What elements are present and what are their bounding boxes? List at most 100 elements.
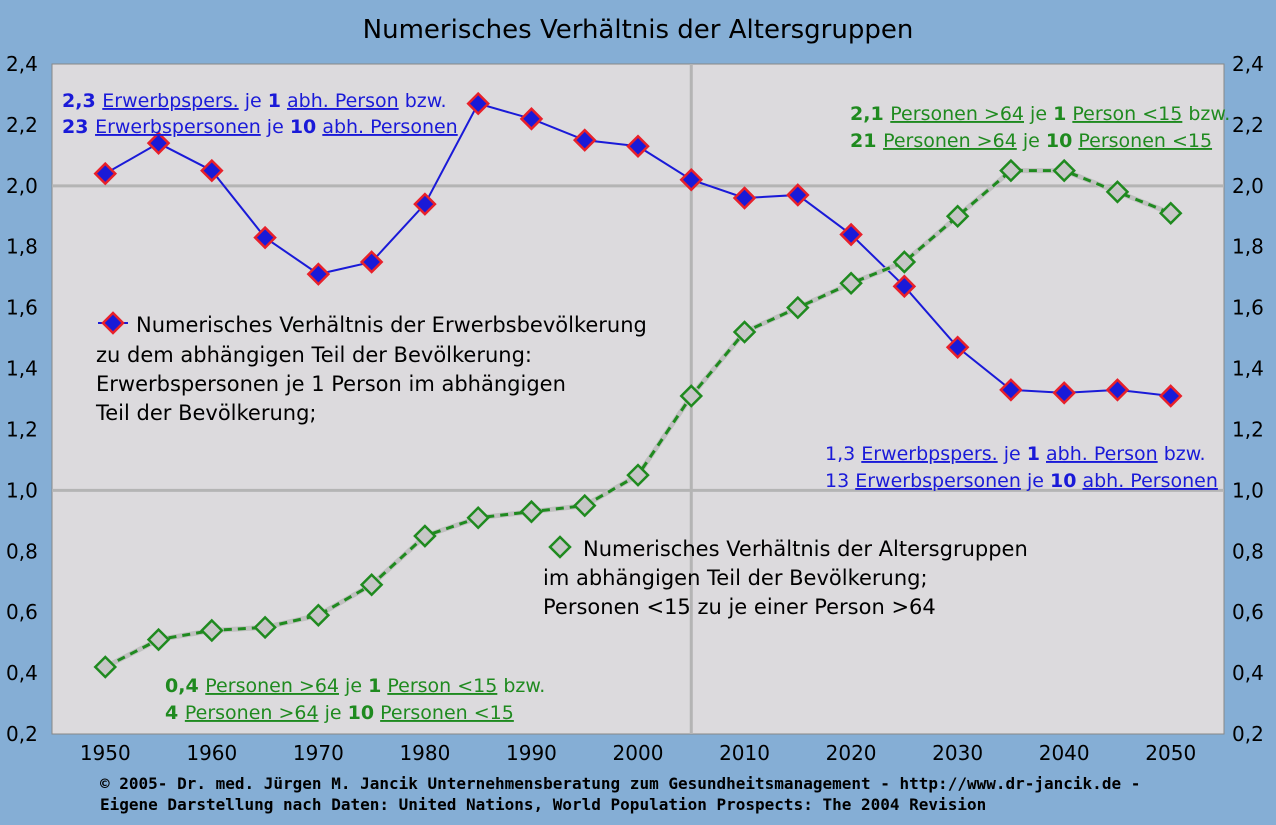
annotation-part: abh. Personen (1082, 470, 1217, 492)
series-erwerb-point (359, 250, 384, 274)
y-tick-left: 0,4 (6, 661, 38, 685)
annotation-part: 13 (825, 470, 855, 492)
annotation-part: Personen <15 (1078, 130, 1212, 152)
annotation-4: 21 Personen >64 je 10 Personen <15 (850, 130, 1212, 152)
legend-erwerb: Numerisches Verhältnis der Erwerbsbevölk… (95, 311, 647, 425)
series-alter-point (945, 204, 970, 229)
annotation-1: 2,3 Erwerbpspers. je 1 abh. Person bzw. (62, 90, 447, 112)
annotation-part: 10 (1046, 130, 1072, 152)
annotation-part: bzw. (497, 675, 545, 697)
annotation-part: Personen >64 (890, 103, 1024, 125)
series-alter-point (146, 627, 171, 652)
annotation-part: je (1024, 103, 1053, 125)
y-tick-left: 2,0 (6, 174, 38, 198)
annotation-part: 0,4 (165, 675, 205, 697)
annotation-part: je (339, 675, 368, 697)
series-alter-point (359, 573, 384, 597)
series-alter-point (732, 320, 757, 344)
y-tick-right: 0,8 (1232, 539, 1264, 563)
series-alter-point (572, 493, 597, 518)
y-tick-left: 1,8 (6, 235, 38, 259)
annotation-3: 2,1 Personen >64 je 1 Person <15 bzw. (850, 103, 1230, 125)
x-tick: 2030 (932, 741, 983, 765)
chart-title: Numerisches Verhältnis der Altersgruppen (363, 15, 914, 45)
series-erwerb-point (253, 225, 277, 250)
annotation-part: Person <15 (387, 675, 497, 697)
series-erwerb-point (626, 134, 650, 158)
y-tick-left: 1,2 (6, 417, 38, 441)
series-alter (93, 158, 1183, 679)
x-tick: 2000 (613, 741, 664, 765)
series-alter-point (679, 384, 704, 408)
annotation-part: Personen >64 (205, 675, 339, 697)
y-tick-left: 1,4 (6, 357, 38, 381)
annotation-part: 2,3 (62, 90, 102, 112)
y-tick-left: 1,6 (6, 296, 38, 320)
y-tick-left: 0,6 (6, 600, 38, 624)
y-tick-right: 1,8 (1232, 235, 1264, 259)
series-erwerb-point (1158, 384, 1183, 408)
legend-erwerb-line-4: Teil der Bevölkerung; (95, 401, 317, 425)
annotation-part: Personen <15 (380, 702, 514, 724)
legend-alter-marker (548, 535, 572, 559)
series-alter-point (466, 506, 490, 530)
annotation-part: bzw. (399, 90, 447, 112)
annotation-part: bzw. (1182, 103, 1230, 125)
annotation-part: 4 (165, 702, 185, 724)
annotation-part: je (261, 116, 290, 138)
annotation-7: 0,4 Personen >64 je 1 Person <15 bzw. (165, 675, 545, 697)
y-tick-right: 1,2 (1232, 417, 1264, 441)
y-tick-left: 1,0 (6, 478, 38, 502)
footer-line-1: © 2005- Dr. med. Jürgen M. Jancik Untern… (100, 774, 1140, 793)
annotation-2: 23 Erwerbspersonen je 10 abh. Personen (62, 116, 458, 138)
annotation-part: 23 (62, 116, 95, 138)
annotation-part: je (319, 702, 348, 724)
y-tick-left: 0,2 (6, 722, 38, 746)
legend-erwerb-line-1: Numerisches Verhältnis der Erwerbsbevölk… (136, 313, 647, 337)
y-tick-right: 1,6 (1232, 296, 1264, 320)
legend-alter: Numerisches Verhältnis der Altersgruppen… (543, 535, 1028, 619)
annotation-part: Personen >64 (883, 130, 1017, 152)
annotation-part: 21 (850, 130, 883, 152)
footer-line-2: Eigene Darstellung nach Daten: United Na… (100, 795, 986, 814)
x-tick: 1980 (399, 741, 450, 765)
annotation-part: 1 (1053, 103, 1066, 125)
annotations: 2,3 Erwerbpspers. je 1 abh. Person bzw.2… (62, 90, 1230, 724)
x-tick: 1950 (80, 741, 131, 765)
series-erwerb-point (466, 91, 490, 116)
legend-erwerb-marker (101, 311, 125, 335)
series-alter-point (519, 499, 544, 524)
series-erwerb-point (146, 131, 171, 155)
series-erwerb-point (200, 158, 224, 183)
annotation-part: abh. Person (287, 90, 399, 112)
series-erwerb-point (572, 128, 597, 152)
annotation-part: bzw. (1158, 443, 1206, 465)
series-alter-point (306, 603, 331, 627)
annotation-part: Personen >64 (185, 702, 319, 724)
series-alter-point (1105, 180, 1130, 204)
series-erwerb-point (306, 262, 331, 286)
y-tick-left: 0,8 (6, 539, 38, 563)
annotation-part: 1 (368, 675, 381, 697)
annotation-part: 10 (348, 702, 374, 724)
series-erwerb-point (1052, 381, 1076, 405)
y-tick-right: 2,2 (1232, 113, 1264, 137)
y-tick-right: 1,4 (1232, 357, 1264, 381)
x-tick: 2020 (826, 741, 877, 765)
series-alter-point (999, 158, 1023, 183)
y-axis-right: 0,2 0,4 0,6 0,8 1,0 1,2 1,4 1,6 1,8 2,0 2,2 2,4 (1232, 52, 1264, 746)
series-alter-point (786, 295, 810, 320)
series-erwerb-point (786, 183, 810, 207)
annotation-part: Erwerbspersonen (855, 470, 1021, 492)
x-axis: 1950 1960 1970 1980 1990 2000 2010 2020 2030 2040… (80, 741, 1196, 765)
annotation-part: je (239, 90, 268, 112)
y-tick-right: 0,4 (1232, 661, 1264, 685)
annotation-part: je (998, 443, 1027, 465)
legend-erwerb-line-3: Erwerbspersonen je 1 Person im abhängige… (96, 372, 566, 396)
series-alter-point (892, 250, 917, 274)
annotation-part: 1 (1027, 443, 1040, 465)
series-group (93, 91, 1183, 679)
series-erwerb-point (519, 107, 544, 131)
annotation-8: 4 Personen >64 je 10 Personen <15 (165, 702, 514, 724)
